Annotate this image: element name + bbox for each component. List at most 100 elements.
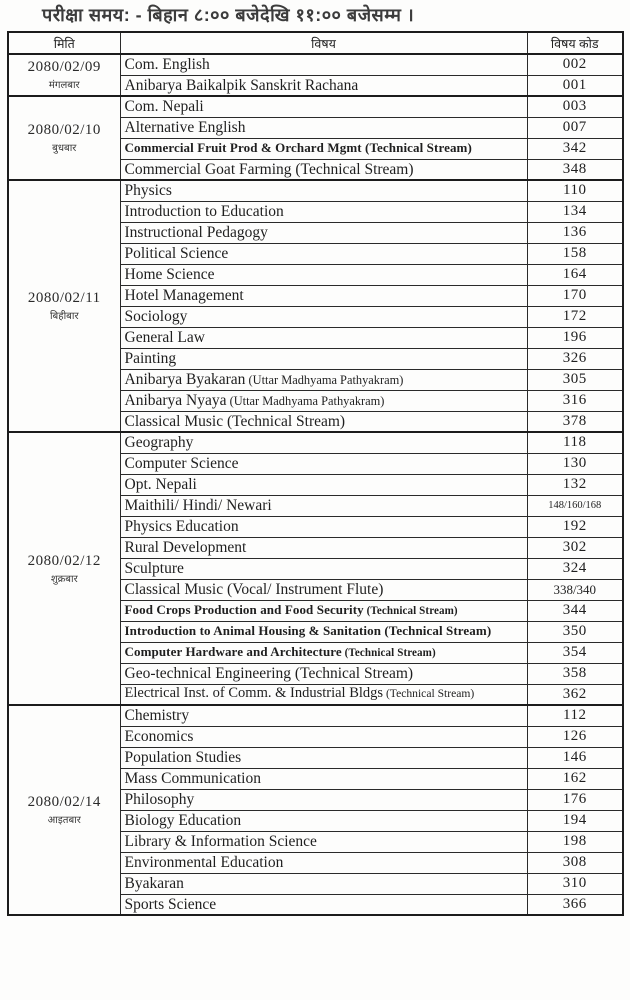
code-cell: 308: [526, 851, 624, 874]
code-cell: 338/340: [526, 578, 624, 601]
table-row: Electrical Inst. of Comm. & Industrial B…: [8, 683, 624, 706]
date-value: 2080/02/14: [27, 794, 101, 810]
subject-cell: Classical Music (Technical Stream): [119, 410, 528, 433]
subject-cell: General Law: [119, 326, 528, 349]
table-row: Commercial Fruit Prod & Orchard Mgmt (Te…: [8, 137, 624, 160]
code-cell: 196: [526, 326, 624, 349]
date-value: 2080/02/12: [27, 552, 101, 569]
subject-name: Introduction to Education: [124, 202, 284, 220]
subject-name: Anibarya Baikalpik Sanskrit Rachana: [124, 76, 359, 94]
page-title: परीक्षा समय: - बिहान ८:०० बजेदेखि ११:०० …: [42, 5, 415, 25]
date-cell: 2080/02/12 शुक्रबार: [7, 431, 121, 706]
subject-note: (Uttar Madhyama Pathyakram): [226, 393, 385, 408]
table-row: Computer Science 130: [8, 452, 624, 475]
day-label: मंगलबार: [48, 80, 80, 91]
subject-name: Population Studies: [124, 748, 242, 766]
subject-name: Biology Education: [124, 811, 242, 829]
code-cell: 172: [526, 305, 624, 328]
subject-cell: Environmental Education: [119, 851, 528, 874]
subject-name: Byakaran: [124, 874, 184, 892]
subject-cell: Anibarya Baikalpik Sanskrit Rachana: [119, 74, 528, 97]
subject-name: Introduction to Animal Housing & Sanitat…: [124, 623, 492, 639]
code-cell: 112: [526, 704, 624, 727]
code-cell: 132: [526, 473, 624, 496]
subject-note: (Technical Stream): [383, 687, 475, 701]
date-column-header: मिति: [7, 31, 121, 55]
subject-cell: Mass Communication: [119, 767, 528, 790]
subject-name: Classical Music (Technical Stream): [124, 412, 346, 430]
code-cell: 305: [526, 368, 624, 391]
date-value: 2080/02/11: [27, 290, 101, 306]
subject-cell: Sculpture: [119, 557, 528, 580]
table-row: Sculpture 324: [8, 557, 624, 580]
table-row: General Law 196: [8, 326, 624, 349]
subject-cell: Chemistry: [119, 704, 528, 727]
subject-name: Rural Development: [124, 538, 247, 556]
day-label: बिहीबार: [49, 311, 79, 322]
table-row: Hotel Management 170: [8, 284, 624, 307]
subject-name: Com. Nepali: [124, 98, 204, 116]
subject-cell: Painting: [119, 347, 528, 370]
table-row: Maithili/ Hindi/ Newari 148/160/168: [8, 494, 624, 517]
code-cell: 358: [526, 662, 624, 685]
day-label: शुक्रबार: [50, 573, 78, 585]
code-cell: 162: [526, 767, 624, 790]
subject-note: (Technical Stream): [363, 605, 458, 618]
subject-cell: Library & Information Science: [119, 830, 528, 853]
subject-name: Instructional Pedagogy: [124, 223, 268, 241]
table-row: Anibarya Nyaya (Uttar Madhyama Pathyakra…: [8, 389, 624, 412]
subject-cell: Physics Education: [119, 515, 528, 538]
table-row: Sociology 172: [8, 305, 624, 328]
day-label: बुधबार: [52, 143, 77, 154]
table-row: Sports Science 366: [8, 893, 624, 916]
code-cell: 110: [526, 179, 624, 202]
code-cell: 350: [526, 620, 624, 643]
subject-cell: Sports Science: [119, 893, 528, 916]
code-cell: 310: [526, 872, 624, 895]
subject-cell: Electrical Inst. of Comm. & Industrial B…: [119, 683, 528, 706]
subject-cell: Food Crops Production and Food Security …: [119, 599, 528, 622]
table-row: 2080/02/11 बिहीबार Physics 110: [7, 179, 624, 433]
subject-name: Anibarya Nyaya: [124, 391, 227, 409]
subject-name: Painting: [124, 349, 177, 367]
subject-cell: Sociology: [119, 305, 528, 328]
subject-cell: Com. English: [119, 53, 528, 76]
subject-name: Commercial Goat Farming (Technical Strea…: [124, 160, 414, 178]
code-cell: 176: [526, 788, 624, 811]
code-cell: 148/160/168: [526, 494, 624, 517]
table-row: Library & Information Science 198: [8, 830, 624, 853]
header-row: मिति विषय विषय कोड: [7, 31, 624, 55]
subject-name: Physics Education: [124, 517, 239, 535]
subject-name: Com. English: [124, 56, 210, 74]
subject-name: Chemistry: [124, 707, 190, 725]
code-cell: 170: [526, 284, 624, 307]
subject-cell: Physics: [119, 179, 528, 202]
subject-cell: Instructional Pedagogy: [119, 221, 528, 244]
subject-cell: Computer Hardware and Architecture (Tech…: [119, 641, 528, 664]
table-row: 2080/02/09 मंगलबार Com. English 002: [7, 53, 624, 97]
code-cell: 134: [526, 200, 624, 223]
subject-cell: Anibarya Byakaran (Uttar Madhyama Pathya…: [119, 368, 528, 391]
subject-name: Economics: [124, 727, 194, 745]
subject-name: Environmental Education: [124, 853, 284, 871]
table-row: Food Crops Production and Food Security …: [8, 599, 624, 622]
subject-name: Electrical Inst. of Comm. & Industrial B…: [124, 685, 384, 702]
subject-cell: Maithili/ Hindi/ Newari: [119, 494, 528, 517]
date-cell: 2080/02/09 मंगलबार: [7, 53, 121, 97]
subject-column-header: विषय: [119, 31, 528, 55]
subject-name: General Law: [124, 328, 205, 346]
code-cell: 194: [526, 809, 624, 832]
subject-name: Computer Hardware and Architecture: [124, 644, 342, 660]
exam-schedule-table: मिति विषय विषय कोड 2080/02/09 मंगलबार Com.…: [7, 31, 624, 916]
subject-cell: Opt. Nepali: [119, 473, 528, 496]
subject-name: Library & Information Science: [124, 832, 317, 850]
subject-cell: Hotel Management: [119, 284, 528, 307]
subject-name: Opt. Nepali: [124, 475, 197, 493]
subject-name: Computer Science: [124, 454, 239, 472]
code-cell: 158: [526, 242, 624, 265]
code-column-header: विषय कोड: [526, 31, 624, 55]
subject-cell: Philosophy: [119, 788, 528, 811]
date-cell: 2080/02/10 बुधबार: [7, 95, 121, 181]
subject-cell: Alternative English: [119, 116, 528, 139]
subject-note: (Uttar Madhyama Pathyakram): [245, 372, 404, 387]
